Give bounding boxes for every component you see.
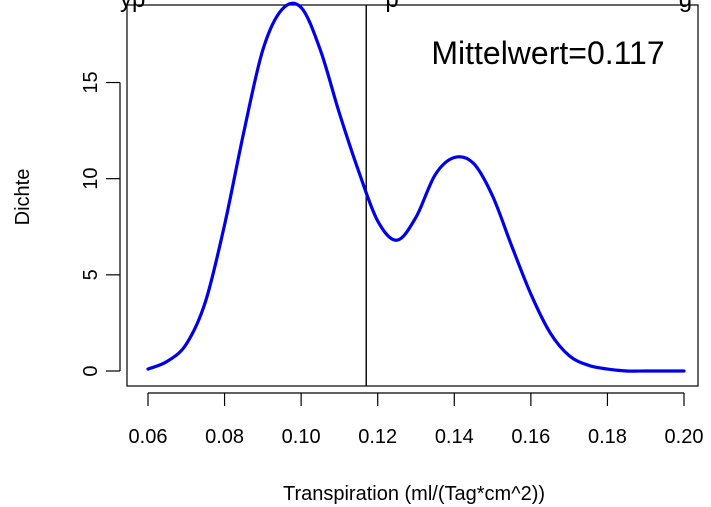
mean-annotation: Mittelwert=0.117 (431, 35, 664, 71)
clipped-title-text: yp p g (120, 0, 692, 13)
x-tick-label: 0.20 (665, 426, 704, 448)
x-tick-label: 0.10 (282, 426, 321, 448)
y-tick-label: 10 (80, 168, 102, 190)
x-tick-label: 0.16 (511, 426, 550, 448)
x-axis-label: Transpiration (ml/(Tag*cm^2)) (283, 483, 545, 505)
x-tick-label: 0.14 (435, 426, 474, 448)
y-tick-label: 0 (80, 365, 102, 376)
x-tick-label: 0.12 (358, 426, 397, 448)
x-tick-label: 0.06 (129, 426, 168, 448)
x-axis: 0.06 0.08 0.10 0.12 0.14 0.16 0.18 0.20 (129, 392, 704, 448)
y-tick-label: 15 (80, 71, 102, 93)
x-tick-label: 0.18 (588, 426, 627, 448)
density-curve (146, 1, 686, 373)
y-axis-label: Dichte (12, 169, 34, 226)
y-axis: 0 5 10 15 (80, 71, 121, 377)
plot-frame (126, 4, 699, 387)
y-tick-label: 5 (80, 269, 102, 280)
x-tick-label: 0.08 (205, 426, 244, 448)
